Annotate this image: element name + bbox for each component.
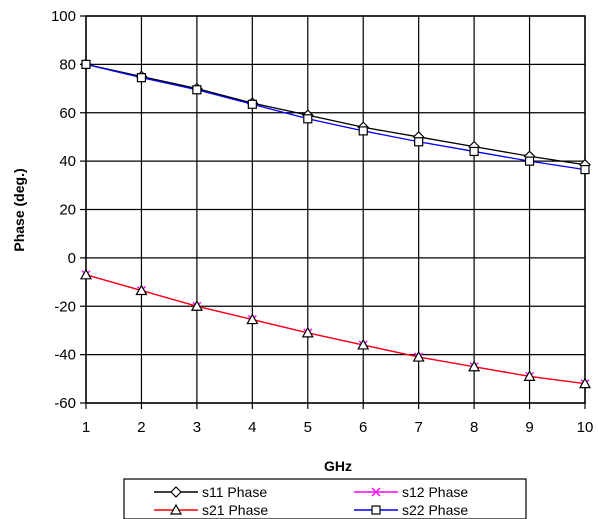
s22-phase-point: [136, 73, 147, 83]
grid-lines: [85, 15, 586, 404]
s21-phase-line: [85, 274, 586, 385]
x-tick-label: 2: [137, 419, 145, 436]
legend-item-s11-phase: s11 Phase: [154, 484, 267, 500]
series-lines: [79, 58, 592, 389]
y-tick-label: -60: [54, 395, 76, 412]
legend-marker: [170, 486, 182, 498]
y-axis-title: Phase (deg.): [11, 168, 27, 251]
legend-label: s12 Phase: [402, 484, 468, 500]
legend-label: s11 Phase: [202, 484, 267, 500]
y-tick-label: 60: [59, 105, 76, 122]
legend-marker: [371, 505, 381, 515]
s21-phase-point: [190, 300, 203, 311]
legend-box: [123, 478, 527, 519]
s21-phase-point: [357, 338, 370, 350]
s21-phase-point: [301, 326, 314, 338]
series-s21-phase: [79, 268, 592, 389]
s22-phase-point: [192, 85, 202, 95]
legend-label: s22 Phase: [402, 502, 468, 518]
x-axis-ticks: 1 2 3 4 5 6 7 8 9 10: [82, 403, 594, 436]
s21-phase-point: [135, 284, 148, 296]
y-axis-ticks: 100 80 60 40 20 0 -20 -40 -60: [51, 8, 86, 412]
y-tick-label: 100: [51, 8, 76, 25]
y-tick-label: 80: [59, 56, 76, 73]
y-tick-label: 40: [59, 153, 76, 170]
s21-phase-point: [468, 360, 481, 372]
x-axis-title: GHz: [324, 458, 352, 474]
x-tick-label: 4: [248, 419, 256, 436]
x-tick-label: 1: [82, 419, 90, 436]
x-tick-label: 9: [525, 419, 533, 436]
y-tick-label: -20: [54, 298, 76, 315]
s22-phase-point: [524, 156, 535, 166]
y-tick-label: 0: [68, 250, 76, 267]
legend-label: s21 Phase: [202, 502, 268, 518]
legend: s11 Phase s12 Phase s21 Phase s22 Phase: [123, 478, 527, 519]
x-tick-label: 5: [304, 419, 312, 436]
x-tick-label: 7: [414, 419, 422, 436]
x-tick-label: 8: [470, 419, 478, 436]
x-tick-label: 6: [359, 419, 367, 436]
x-tick-label: 3: [193, 419, 201, 436]
legend-item-s22-phase: s22 Phase: [354, 502, 468, 518]
series-s11-phase: [80, 58, 591, 171]
legend-marker: [371, 487, 381, 497]
s22-phase-point: [81, 59, 91, 69]
s21-phase-point: [246, 313, 259, 325]
x-tick-label: 10: [577, 419, 594, 436]
s22-phase-point: [414, 137, 424, 147]
s21-phase-point: [523, 370, 536, 381]
series-s12-phase: [81, 270, 590, 389]
s21-phase-point: [412, 350, 425, 362]
s22-phase-point: [580, 164, 590, 175]
legend-marker: [169, 503, 183, 515]
y-tick-label: 20: [59, 202, 76, 219]
legend-item-s21-phase: s21 Phase: [154, 502, 268, 518]
s21-phase-point: [79, 268, 93, 280]
s22-phase-point: [358, 126, 368, 136]
s22-phase-point: [303, 114, 313, 124]
s12-phase-line: [85, 274, 586, 385]
series-s22-phase: [81, 59, 590, 175]
s22-phase-line: [85, 63, 586, 171]
s11-phase-line: [85, 63, 586, 166]
s21-phase-point: [578, 377, 592, 389]
s22-phase-point: [247, 99, 257, 109]
y-tick-label: -40: [54, 347, 76, 364]
legend-item-s12-phase: s12 Phase: [354, 484, 468, 500]
s22-phase-point: [469, 146, 479, 157]
